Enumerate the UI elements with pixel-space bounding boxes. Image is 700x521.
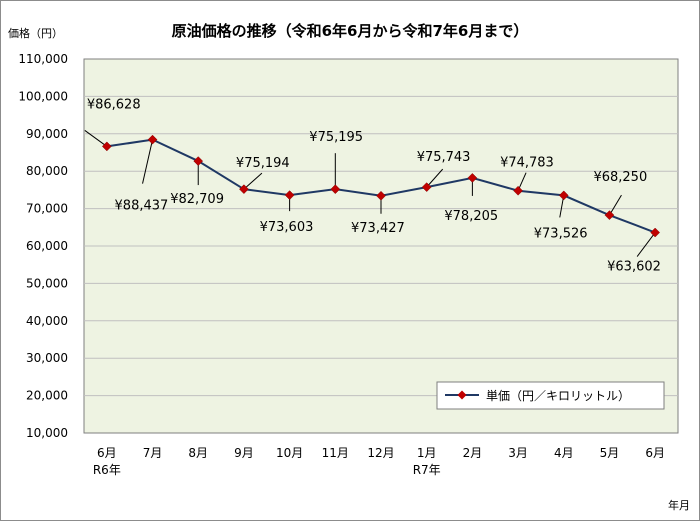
- x-axis-label: 年月: [668, 498, 690, 512]
- data-label: ¥63,602: [607, 260, 661, 275]
- x-tick-label: 3月: [508, 446, 528, 460]
- x-tick-label: 10月: [276, 446, 303, 460]
- y-tick-label: 100,000: [18, 89, 68, 103]
- data-label: ¥68,250: [593, 170, 647, 185]
- x-tick-label: 2月: [463, 446, 483, 460]
- data-label: ¥73,526: [534, 226, 588, 241]
- data-point: [421, 182, 432, 192]
- data-label: ¥88,437: [115, 199, 169, 214]
- data-point: [193, 156, 204, 166]
- data-label: ¥82,709: [170, 192, 224, 207]
- x-tick-label: 6月: [97, 446, 117, 460]
- data-point: [650, 227, 661, 238]
- x-tick-label: 6月: [645, 446, 665, 460]
- x-tick-label: 11月: [322, 446, 349, 460]
- y-tick-label: 50,000: [26, 276, 68, 290]
- data-point: [101, 141, 112, 152]
- legend-marker: [457, 390, 467, 400]
- data-point: [467, 173, 478, 183]
- data-label-leader: [84, 130, 108, 147]
- data-label: ¥73,427: [351, 221, 405, 236]
- data-label: ¥74,783: [500, 156, 554, 171]
- x-tick-label: 1月: [417, 446, 437, 460]
- x-tick-label: 7月: [143, 446, 163, 460]
- y-tick-label: 70,000: [26, 202, 68, 216]
- data-point: [604, 210, 615, 220]
- y-tick-label: 110,000: [18, 52, 68, 66]
- data-label: ¥78,205: [444, 209, 498, 224]
- data-label: ¥73,603: [260, 220, 314, 235]
- y-tick-label: 30,000: [26, 351, 68, 365]
- y-tick-label: 20,000: [26, 389, 68, 403]
- data-label-leader: [142, 139, 154, 184]
- y-axis-label: 価格（円）: [8, 26, 63, 40]
- legend-label: 単価（円／キロリットル）: [486, 389, 630, 403]
- data-label-leader: [636, 232, 656, 257]
- data-point: [147, 134, 158, 145]
- y-tick-label: 90,000: [26, 127, 68, 141]
- x-tick-sublabel: R6年: [93, 463, 121, 477]
- x-tick-label: 12月: [367, 446, 394, 460]
- x-tick-label: 9月: [234, 446, 254, 460]
- y-tick-label: 10,000: [26, 426, 68, 440]
- data-point: [376, 190, 386, 201]
- y-tick-label: 80,000: [26, 164, 68, 178]
- data-label: ¥75,194: [236, 156, 290, 171]
- y-tick-label: 40,000: [26, 314, 68, 328]
- data-label-leader: [426, 168, 444, 188]
- data-label-leader: [609, 194, 622, 216]
- data-point: [239, 184, 249, 195]
- chart-title: 原油価格の推移（令和6年6月から令和7年6月まで）: [172, 22, 529, 40]
- data-point: [513, 185, 523, 196]
- x-tick-label: 5月: [600, 446, 620, 460]
- data-label-leader: [243, 172, 263, 190]
- data-label: ¥75,195: [309, 130, 363, 145]
- x-tick-label: 4月: [554, 446, 574, 460]
- data-label: ¥75,743: [417, 150, 471, 165]
- data-label: ¥86,628: [87, 97, 141, 112]
- data-point: [558, 190, 569, 201]
- data-point: [330, 184, 341, 195]
- data-point: [284, 190, 295, 200]
- y-tick-label: 60,000: [26, 239, 68, 253]
- x-tick-label: 8月: [188, 446, 208, 460]
- x-tick-sublabel: R7年: [413, 463, 441, 477]
